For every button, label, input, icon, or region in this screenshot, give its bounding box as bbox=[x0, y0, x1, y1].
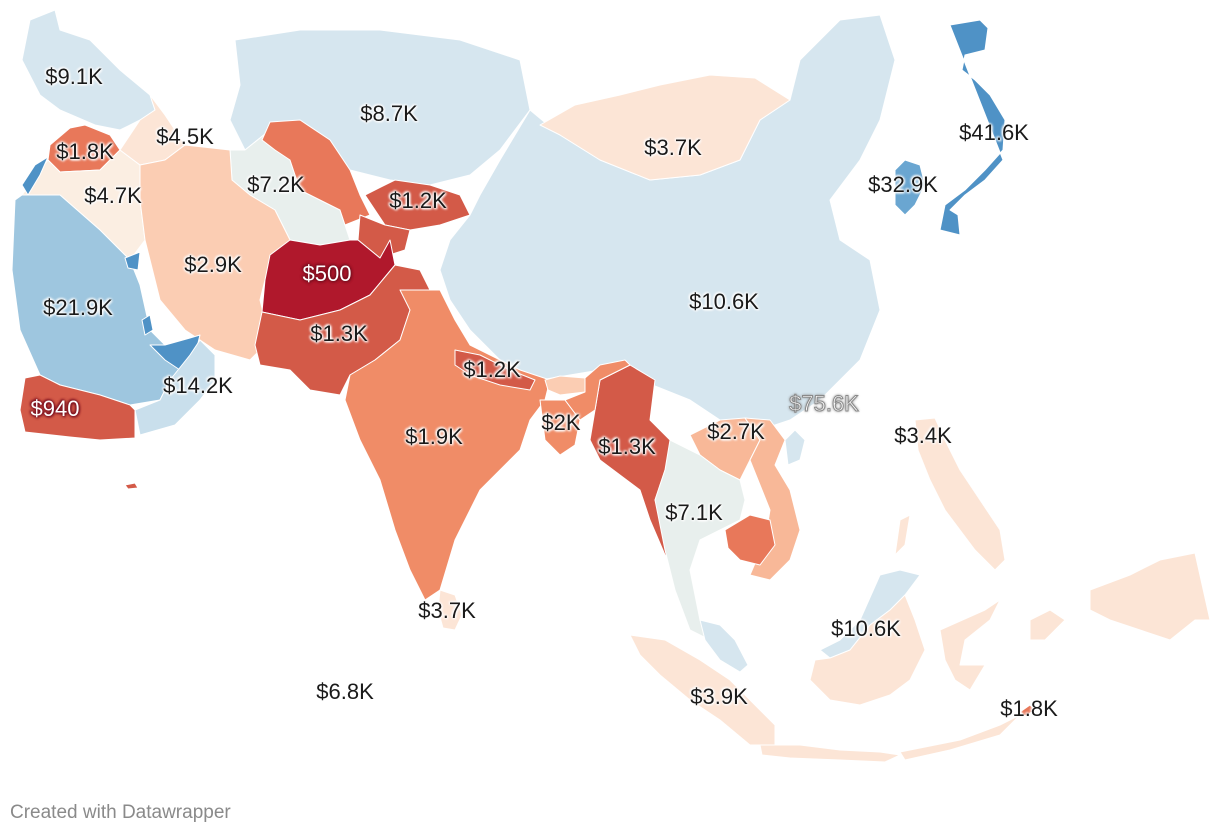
region-taiwan[interactable] bbox=[784, 429, 806, 466]
region-indonesia-borneo[interactable] bbox=[809, 594, 926, 706]
region-yemen[interactable] bbox=[19, 374, 136, 441]
region-socotra[interactable] bbox=[124, 482, 139, 490]
region-south-korea[interactable] bbox=[894, 159, 926, 216]
region-mongolia[interactable] bbox=[539, 74, 791, 181]
region-russia-west[interactable] bbox=[21, 9, 156, 131]
region-ne-india[interactable] bbox=[564, 359, 631, 421]
region-lesser-sunda[interactable] bbox=[899, 714, 1021, 761]
region-philippines[interactable] bbox=[914, 417, 1006, 571]
region-japan[interactable] bbox=[939, 19, 1006, 236]
region-timor-leste[interactable] bbox=[1019, 704, 1036, 717]
region-papua[interactable] bbox=[1089, 552, 1211, 641]
region-sumatra[interactable] bbox=[629, 634, 776, 746]
region-sri-lanka[interactable] bbox=[437, 589, 463, 631]
choropleth-map bbox=[11, 9, 1211, 763]
region-palawan[interactable] bbox=[894, 514, 911, 556]
region-vietnam[interactable] bbox=[744, 417, 801, 581]
region-qatar[interactable] bbox=[141, 314, 154, 336]
region-nepal[interactable] bbox=[454, 349, 536, 391]
region-sulawesi[interactable] bbox=[939, 599, 1001, 691]
region-malaysia-peninsula[interactable] bbox=[699, 619, 749, 673]
region-oman[interactable] bbox=[134, 339, 216, 436]
region-uzbekistan[interactable] bbox=[261, 119, 371, 226]
region-java[interactable] bbox=[759, 744, 901, 763]
region-iran[interactable] bbox=[139, 144, 291, 361]
region-maluku[interactable] bbox=[1029, 609, 1066, 641]
region-kuwait[interactable] bbox=[124, 251, 141, 271]
region-bhutan[interactable] bbox=[544, 375, 586, 396]
region-israel[interactable] bbox=[21, 156, 49, 196]
region-kyrgyzstan[interactable] bbox=[364, 179, 471, 231]
region-cambodia[interactable] bbox=[724, 514, 776, 566]
datawrapper-credit[interactable]: Created with Datawrapper bbox=[10, 802, 231, 823]
region-thailand[interactable] bbox=[654, 439, 746, 641]
